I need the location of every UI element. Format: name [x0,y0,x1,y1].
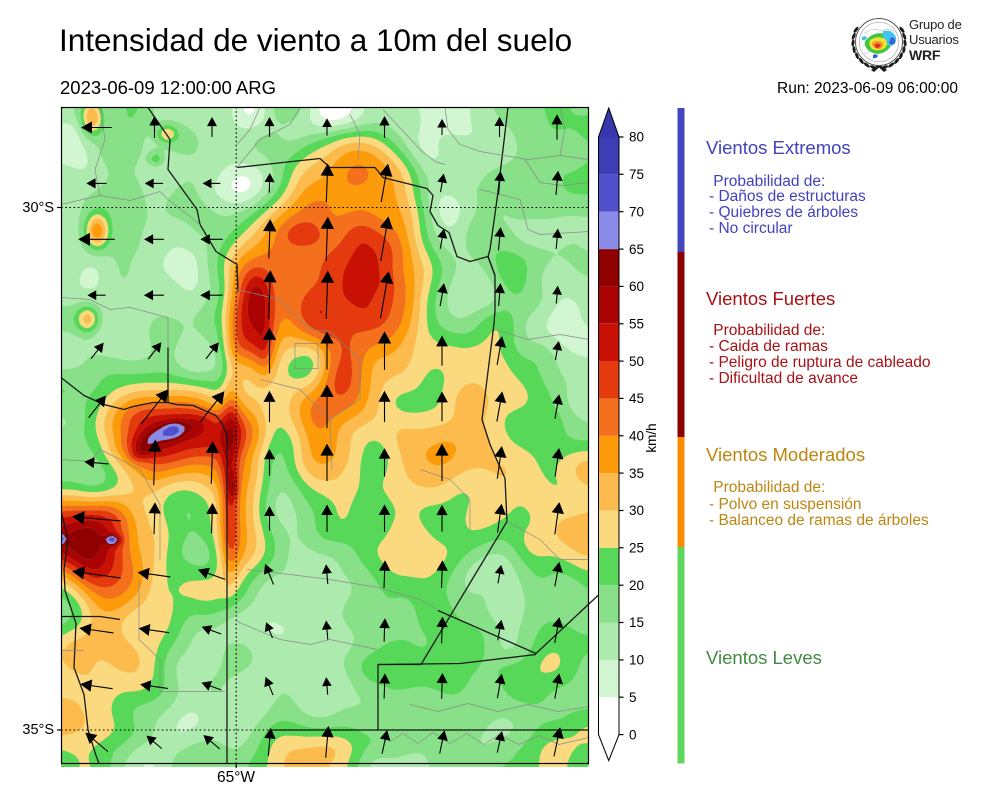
svg-text:75: 75 [629,167,644,182]
svg-text:70: 70 [629,204,644,219]
svg-text:80: 80 [629,130,644,145]
svg-text:35: 35 [629,466,644,481]
svg-text:45: 45 [629,391,644,406]
svg-text:20: 20 [629,578,644,593]
svg-text:30: 30 [629,503,644,518]
svg-text:0: 0 [629,727,637,742]
svg-text:55: 55 [629,316,644,331]
svg-text:50: 50 [629,354,644,369]
svg-text:15: 15 [629,615,644,630]
svg-text:km/h: km/h [644,423,659,452]
svg-text:40: 40 [629,429,644,444]
svg-text:65: 65 [629,242,644,257]
svg-text:10: 10 [629,653,644,668]
svg-text:25: 25 [629,541,644,556]
svg-text:60: 60 [629,279,644,294]
svg-text:5: 5 [629,690,637,705]
